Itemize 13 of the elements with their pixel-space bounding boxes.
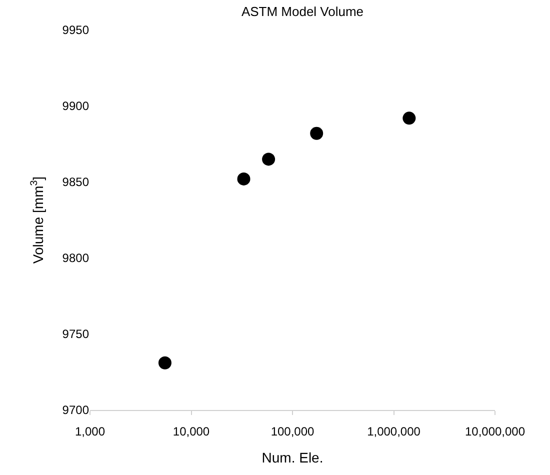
x-tick-label: 1,000 [74, 424, 106, 438]
y-tick-label: 9750 [62, 327, 90, 342]
y-tick-label: 9900 [62, 99, 90, 114]
y-tick-label: 9700 [62, 403, 90, 418]
x-tick-label: 10,000 [172, 424, 210, 438]
x-tick-label: 100,000 [270, 424, 315, 438]
x-axis-title: Num. Ele. [262, 450, 324, 466]
x-tick-label: 1,000,000 [367, 424, 421, 438]
chart-title: ASTM Model Volume [241, 4, 364, 20]
y-tick-label: 9800 [62, 251, 90, 266]
y-tick-label: 9850 [62, 175, 90, 190]
x-tick-label: 10,000,000 [464, 424, 526, 438]
y-tick-label: 9950 [62, 23, 90, 38]
